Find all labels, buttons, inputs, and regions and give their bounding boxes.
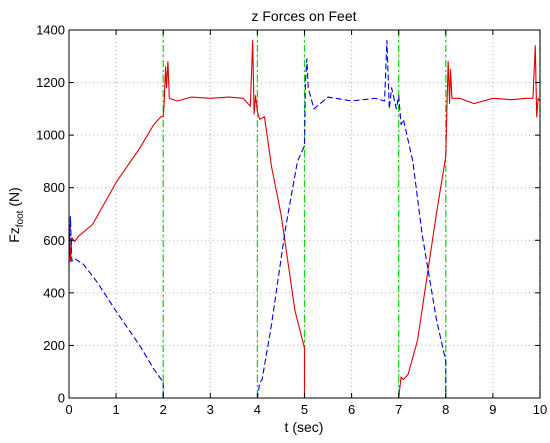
x-tick-label: 2 [160,402,167,417]
x-tick-label: 5 [301,402,308,417]
x-tick-label: 8 [442,402,449,417]
x-tick-label: 3 [207,402,214,417]
series-line-solid [68,39,541,399]
y-tick-label: 1000 [36,128,65,143]
axis-ticks [68,29,541,399]
chart-title: z Forces on Feet [251,8,356,24]
x-axis-label: t (sec) [285,419,324,435]
x-tick-label: 0 [65,402,72,417]
y-axis-label-main: Fz [6,227,22,243]
y-tick-label: 800 [43,180,65,195]
y-tick-label: 1400 [36,23,65,38]
y-axis-label-subscript: foot [15,210,26,227]
series-layer [68,39,541,399]
x-tick-label: 10 [533,402,547,417]
y-tick-labels: 0 200 400 600 800 1000 1200 1400 [36,23,65,406]
series-line-dashed [68,39,540,399]
y-tick-label: 200 [43,338,65,353]
x-tick-label: 7 [395,402,402,417]
x-tick-label: 1 [112,402,119,417]
x-tick-label: 6 [348,402,355,417]
x-tick-labels: 0 1 2 3 4 5 6 7 8 9 10 [65,402,547,417]
y-axis-label-unit: (N) [6,187,22,210]
x-tick-label: 9 [489,402,496,417]
y-tick-label: 1200 [36,75,65,90]
y-tick-label: 600 [43,233,65,248]
y-tick-label: 0 [58,391,65,406]
y-tick-label: 400 [43,285,65,300]
x-tick-label: 4 [254,402,261,417]
y-axis-label: Fzfoot (N) [6,187,26,243]
